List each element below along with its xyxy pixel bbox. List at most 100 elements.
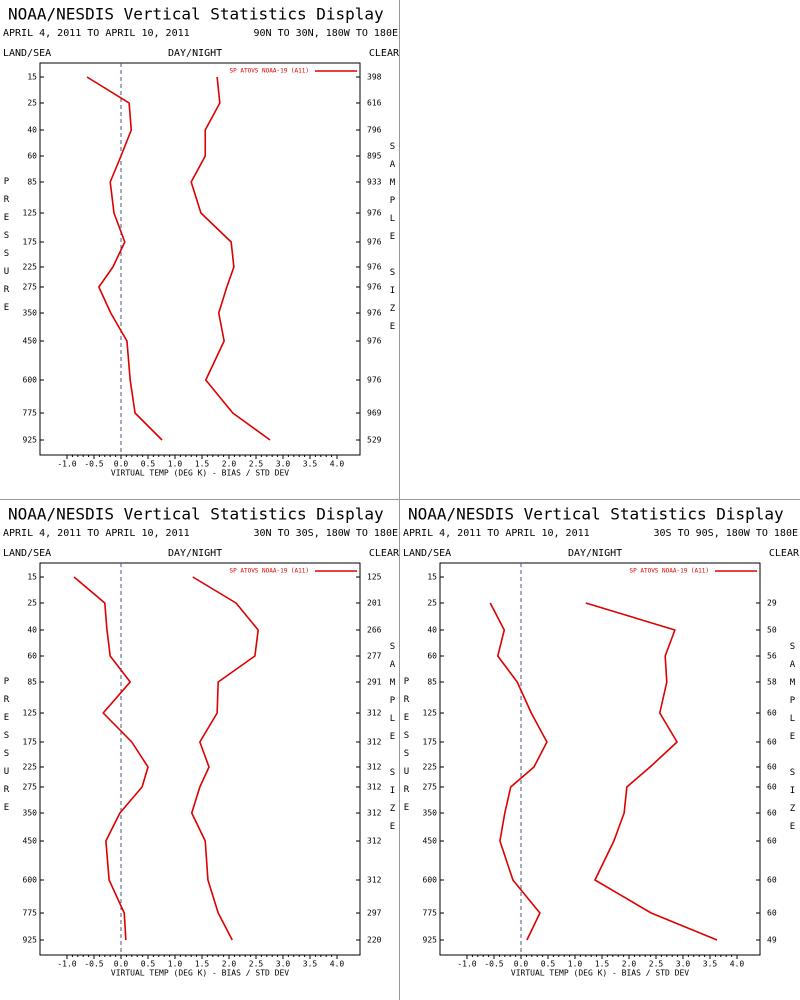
sample-size-label: 277 bbox=[367, 652, 382, 661]
sample-size-title: SAMPLE SIZE bbox=[788, 642, 798, 840]
x-tick-label: 2.5 bbox=[249, 460, 264, 469]
legend-label: SP ATOVS NOAA-19 (A11) bbox=[230, 568, 309, 575]
y-tick-label: 25 bbox=[27, 599, 37, 608]
x-tick-label: 2.5 bbox=[249, 960, 264, 969]
x-tick-label: 3.0 bbox=[276, 460, 291, 469]
land-sea-label: LAND/SEA bbox=[403, 548, 451, 559]
sample-size-label: 976 bbox=[367, 309, 382, 318]
sample-size-label: 60 bbox=[767, 837, 777, 846]
y-tick-label: 85 bbox=[27, 678, 37, 687]
sample-size-label: 312 bbox=[367, 876, 382, 885]
panel: NOAA/NESDIS Vertical Statistics Display A… bbox=[402, 505, 800, 978]
y-tick-label: 350 bbox=[23, 309, 38, 318]
panel: NOAA/NESDIS Vertical Statistics Display A… bbox=[2, 5, 400, 478]
sample-size-label: 312 bbox=[367, 738, 382, 747]
y-tick-label: 225 bbox=[23, 263, 38, 272]
sample-size-label: 312 bbox=[367, 709, 382, 718]
x-tick-label: -1.0 bbox=[457, 960, 476, 969]
sample-size-label: 976 bbox=[367, 238, 382, 247]
sample-size-label: 796 bbox=[367, 126, 382, 135]
x-tick-label: 3.5 bbox=[703, 960, 718, 969]
x-tick-label: 2.0 bbox=[622, 960, 637, 969]
y-axis-label: PRESSURE bbox=[402, 677, 412, 821]
x-tick-label: 1.5 bbox=[195, 960, 210, 969]
x-axis-label: VIRTUAL TEMP (DEG K) - BIAS / STD DEV bbox=[511, 969, 689, 978]
date-range: APRIL 4, 2011 TO APRIL 10, 2011 bbox=[3, 28, 190, 39]
y-tick-label: 15 bbox=[427, 573, 437, 582]
land-sea-label: LAND/SEA bbox=[3, 548, 51, 559]
y-tick-label: 600 bbox=[23, 376, 38, 385]
y-tick-label: 60 bbox=[27, 152, 37, 161]
x-tick-label: -1.0 bbox=[57, 460, 76, 469]
y-tick-label: 775 bbox=[423, 909, 438, 918]
x-tick-label: 4.0 bbox=[330, 960, 345, 969]
sample-size-label: 976 bbox=[367, 283, 382, 292]
x-tick-label: 0.0 bbox=[114, 960, 129, 969]
sample-size-label: 60 bbox=[767, 763, 777, 772]
y-tick-label: 85 bbox=[427, 678, 437, 687]
y-tick-label: 125 bbox=[423, 709, 438, 718]
panel-title: NOAA/NESDIS Vertical Statistics Display bbox=[8, 505, 384, 524]
y-tick-label: 25 bbox=[427, 599, 437, 608]
y-tick-label: 225 bbox=[423, 763, 438, 772]
y-tick-label: 775 bbox=[23, 409, 38, 418]
bias-line bbox=[73, 576, 149, 941]
x-tick-label: 1.5 bbox=[595, 960, 610, 969]
bias-line bbox=[86, 76, 163, 441]
day-night-label: DAY/NIGHT bbox=[568, 548, 622, 559]
sample-size-label: 49 bbox=[767, 936, 777, 945]
x-axis-label: VIRTUAL TEMP (DEG K) - BIAS / STD DEV bbox=[111, 969, 289, 978]
plot-frame bbox=[39, 562, 361, 956]
region: 30S TO 90S, 180W TO 180E bbox=[654, 528, 799, 539]
y-tick-label: 125 bbox=[23, 209, 38, 218]
y-tick-label: 125 bbox=[23, 709, 38, 718]
sample-size-label: 616 bbox=[367, 99, 382, 108]
x-tick-label: 4.0 bbox=[330, 460, 345, 469]
y-tick-label: 60 bbox=[27, 652, 37, 661]
sample-size-label: 266 bbox=[367, 626, 382, 635]
x-tick-label: -1.0 bbox=[57, 960, 76, 969]
x-tick-label: -0.5 bbox=[84, 960, 103, 969]
x-tick-label: 3.5 bbox=[303, 960, 318, 969]
x-tick-label: 1.0 bbox=[168, 460, 183, 469]
day-night-label: DAY/NIGHT bbox=[168, 48, 222, 59]
x-tick-label: 0.5 bbox=[141, 960, 156, 969]
sample-size-label: 60 bbox=[767, 876, 777, 885]
x-tick-label: 0.5 bbox=[541, 960, 556, 969]
bias-line bbox=[489, 602, 548, 941]
sample-size-label: 58 bbox=[767, 678, 777, 687]
sample-size-label: 312 bbox=[367, 809, 382, 818]
sample-size-label: 50 bbox=[767, 626, 777, 635]
x-tick-label: 2.0 bbox=[222, 960, 237, 969]
x-tick-label: 3.5 bbox=[303, 460, 318, 469]
sample-size-label: 933 bbox=[367, 178, 382, 187]
sample-size-title: SAMPLE SIZE bbox=[388, 642, 398, 840]
x-tick-label: 1.5 bbox=[195, 460, 210, 469]
y-tick-label: 275 bbox=[23, 783, 38, 792]
x-axis-label: VIRTUAL TEMP (DEG K) - BIAS / STD DEV bbox=[111, 469, 289, 478]
y-axis-label: PRESSURE bbox=[2, 177, 12, 321]
y-axis-label: PRESSURE bbox=[2, 677, 12, 821]
sample-size-label: 60 bbox=[767, 909, 777, 918]
clear-label: CLEAR bbox=[369, 48, 400, 59]
sample-size-label: 220 bbox=[367, 936, 382, 945]
sample-size-label: 60 bbox=[767, 709, 777, 718]
plot-frame bbox=[439, 562, 761, 956]
x-tick-label: 4.0 bbox=[730, 960, 745, 969]
y-tick-label: 40 bbox=[427, 626, 437, 635]
sample-size-label: 60 bbox=[767, 783, 777, 792]
sample-size-label: 312 bbox=[367, 763, 382, 772]
x-tick-label: 2.0 bbox=[222, 460, 237, 469]
land-sea-label: LAND/SEA bbox=[3, 48, 51, 59]
region: 90N TO 30N, 180W TO 180E bbox=[254, 28, 399, 39]
y-tick-label: 275 bbox=[23, 283, 38, 292]
x-tick-label: 1.0 bbox=[168, 960, 183, 969]
x-tick-label: 3.0 bbox=[676, 960, 691, 969]
y-tick-label: 775 bbox=[23, 909, 38, 918]
x-tick-label: -0.5 bbox=[84, 460, 103, 469]
y-tick-label: 350 bbox=[423, 809, 438, 818]
sample-size-label: 56 bbox=[767, 652, 777, 661]
y-tick-label: 925 bbox=[23, 936, 38, 945]
sample-size-label: 312 bbox=[367, 837, 382, 846]
